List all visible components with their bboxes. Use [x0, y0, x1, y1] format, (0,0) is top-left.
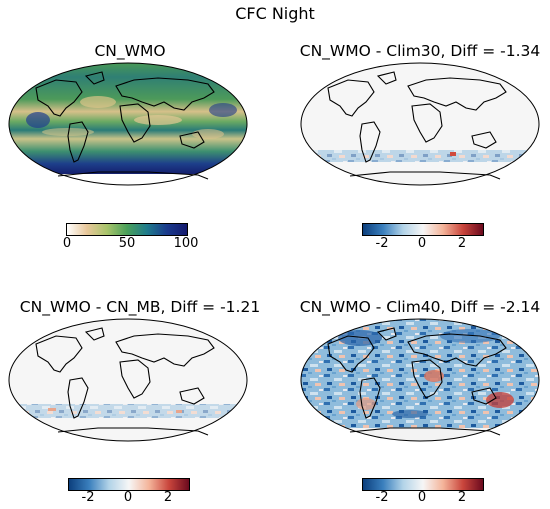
- colorbar-clim30-diff: [362, 223, 484, 236]
- colorbar-tick: 100: [173, 236, 199, 251]
- map-panel-cn-wmo: [8, 62, 248, 186]
- colorbar-tick: 0: [417, 490, 427, 505]
- panel-4-title: CN_WMO - Clim40, Diff = -2.14: [299, 298, 541, 316]
- map-panel-cn-mb-diff: [8, 318, 248, 442]
- colorbar-cn-mb-diff: [68, 478, 190, 491]
- colorbar-tick: 0: [62, 236, 72, 251]
- colorbar-clim40-diff: [362, 478, 484, 491]
- panel-1-title: CN_WMO: [94, 42, 166, 60]
- colorbar-cn-wmo: [66, 223, 188, 236]
- figure-title: CFC Night: [235, 4, 315, 23]
- colorbar-tick: 2: [457, 490, 467, 505]
- map-panel-clim30-diff: [300, 62, 540, 186]
- colorbar-tick: 0: [123, 490, 133, 505]
- colorbar-tick: -2: [375, 490, 389, 505]
- map-panel-clim40-diff: [300, 318, 540, 442]
- panel-3-title: CN_WMO - CN_MB, Diff = -1.21: [19, 298, 261, 316]
- colorbar-tick: 50: [118, 236, 136, 251]
- colorbar-tick: 0: [417, 236, 427, 251]
- panel-2-title: CN_WMO - Clim30, Diff = -1.34: [299, 42, 541, 60]
- colorbar-tick: 2: [163, 490, 173, 505]
- colorbar-tick: -2: [81, 490, 95, 505]
- colorbar-tick: -2: [375, 236, 389, 251]
- colorbar-tick: 2: [457, 236, 467, 251]
